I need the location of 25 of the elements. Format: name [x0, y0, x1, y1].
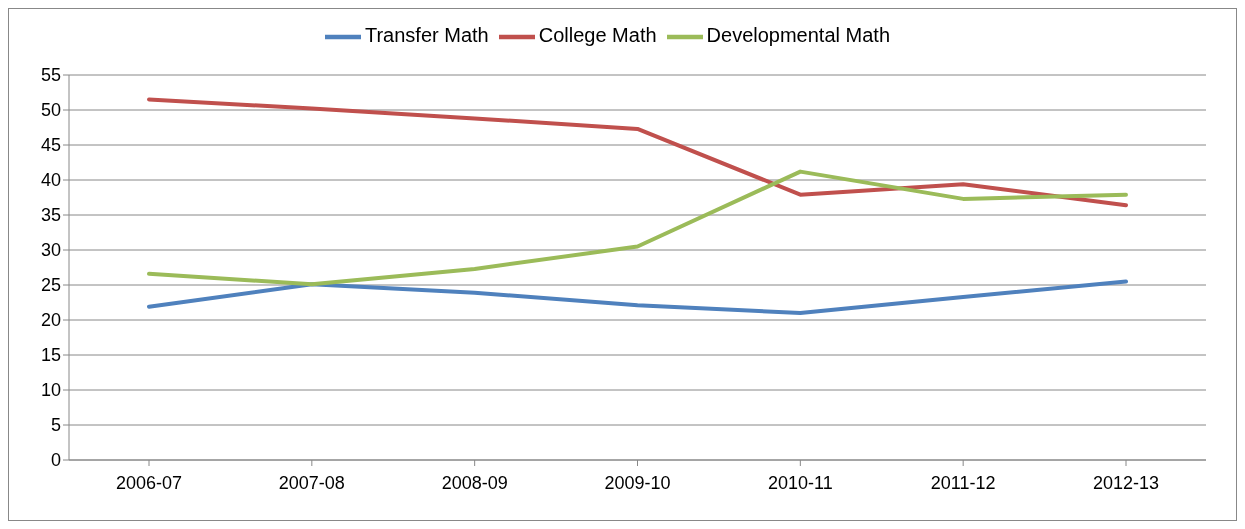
y-tick-label: 45 [40, 135, 61, 156]
y-tick-label: 40 [40, 170, 61, 191]
y-tick-label: 0 [50, 450, 61, 471]
legend-label: Transfer Math [364, 24, 489, 47]
x-tick-label: 2012-13 [1092, 472, 1160, 493]
y-tick-label: 30 [40, 240, 61, 261]
x-tick-label: 2006-07 [115, 472, 183, 493]
x-tick-label: 2009-10 [604, 472, 671, 493]
x-tick-label: 2008-09 [441, 472, 508, 493]
legend-label: Developmental Math [706, 24, 891, 47]
y-tick-label: 10 [40, 380, 61, 401]
y-tick-label: 5 [50, 415, 61, 436]
line-series [147, 279, 1128, 315]
y-tick-label: 50 [40, 100, 61, 121]
legend-label: College Math [538, 24, 657, 47]
y-tick-label: 20 [40, 310, 61, 331]
x-tick-label: 2011-12 [930, 472, 996, 493]
x-tick-label: 2007-08 [278, 472, 345, 493]
line-series [147, 97, 1128, 208]
line-series [147, 169, 1128, 287]
y-tick-label: 15 [40, 345, 61, 366]
y-tick-label: 35 [40, 205, 61, 226]
y-tick-label: 25 [40, 275, 61, 296]
y-tick-label: 55 [40, 65, 61, 86]
x-tick-label: 2010-11 [767, 472, 833, 493]
